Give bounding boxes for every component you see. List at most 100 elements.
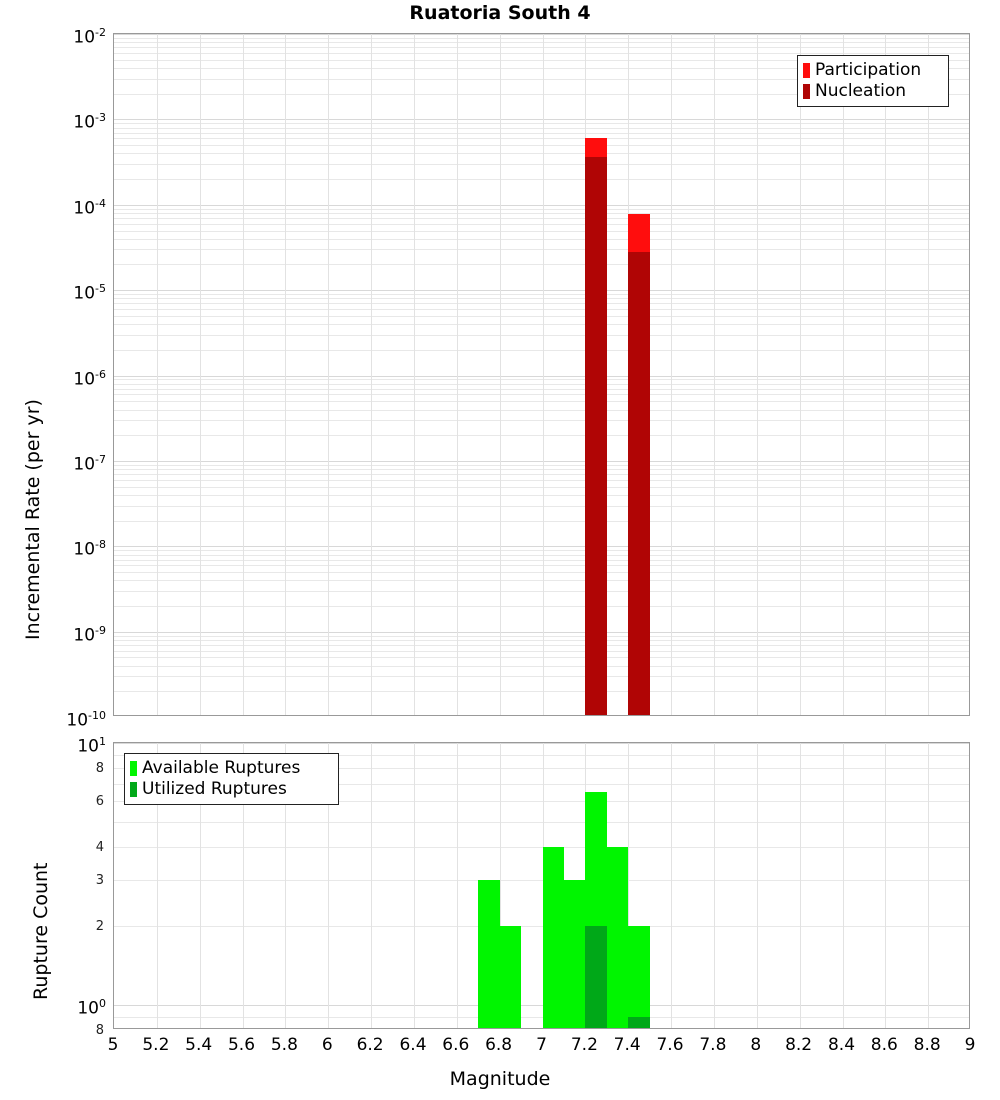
- gridline-horizontal: [114, 1004, 969, 1006]
- page-title: Ruatoria South 4: [409, 2, 591, 24]
- y-axis-tick-top-panel: 10-9: [73, 623, 106, 646]
- gridline-horizontal: [114, 631, 969, 633]
- gridline-horizontal: [114, 37, 969, 39]
- gridline-horizontal: [114, 1016, 969, 1018]
- gridline-horizontal: [114, 657, 969, 659]
- available-ruptures-bar: [563, 879, 586, 1028]
- gridline-horizontal: [114, 665, 969, 667]
- legend-label: Participation: [815, 60, 922, 80]
- gridline-horizontal: [114, 847, 969, 849]
- gridline-vertical: [285, 34, 287, 715]
- top-panel-y-axis-label: Incremental Rate (per yr): [22, 399, 44, 640]
- gridline-vertical: [285, 743, 287, 1028]
- x-axis-tick: 8.2: [785, 1035, 813, 1055]
- gridline-horizontal: [114, 132, 969, 134]
- gridline-horizontal: [114, 925, 969, 927]
- x-axis-tick: 7.6: [656, 1035, 684, 1055]
- gridline-horizontal: [114, 768, 969, 770]
- gridline-horizontal: [114, 486, 969, 488]
- x-axis-tick: 8.6: [870, 1035, 898, 1055]
- gridline-horizontal: [114, 179, 969, 180]
- gridline-vertical: [713, 34, 715, 715]
- gridline-horizontal: [114, 303, 969, 305]
- x-axis-tick: 9: [964, 1035, 976, 1055]
- gridline-vertical: [799, 34, 801, 715]
- gridline-horizontal: [114, 879, 969, 881]
- gridline-vertical: [628, 743, 630, 1028]
- nucleation-bar: [628, 251, 650, 715]
- x-axis-tick: 7.4: [613, 1035, 641, 1055]
- gridline-vertical: [371, 743, 373, 1028]
- y-axis-tick-top-panel: 10-8: [73, 538, 106, 560]
- y-axis-tick-minor-bottom-panel: 8: [95, 761, 104, 777]
- gridline-vertical: [885, 743, 887, 1028]
- gridline-horizontal: [114, 349, 969, 351]
- gridline-horizontal: [114, 460, 969, 462]
- y-axis-tick-top-panel: 10-5: [73, 282, 106, 304]
- gridline-vertical: [242, 743, 244, 1028]
- gridline-horizontal: [114, 550, 969, 552]
- top-legend-item: Nucleation: [803, 81, 942, 102]
- gridline-horizontal: [114, 821, 969, 823]
- gridline-horizontal: [114, 138, 969, 140]
- gridline-horizontal: [114, 565, 969, 567]
- gridline-horizontal: [114, 388, 969, 390]
- x-axis-tick: 7.8: [699, 1035, 727, 1055]
- x-axis-tick: 8.8: [913, 1035, 941, 1055]
- gridline-horizontal: [114, 379, 969, 381]
- gridline-horizontal: [114, 580, 969, 582]
- y-axis-tick-top-panel: 10-6: [73, 367, 106, 390]
- top-panel-legend: Participation Nucleation: [797, 55, 949, 107]
- y-axis-tick-bottom-panel: 100: [77, 996, 106, 1019]
- gridline-vertical: [928, 34, 930, 715]
- legend-label: Nucleation: [815, 81, 907, 101]
- gridline-horizontal: [114, 783, 969, 785]
- gridline-horizontal: [114, 309, 969, 311]
- legend-label: Utilized Ruptures: [142, 779, 287, 799]
- x-axis-tick: 5: [107, 1035, 119, 1055]
- gridline-horizontal: [114, 238, 969, 240]
- gridline-vertical: [842, 743, 844, 1028]
- y-axis-tick-minor-bottom-panel: 8: [95, 1023, 104, 1038]
- gridline-horizontal: [114, 78, 969, 80]
- x-axis-tick: 7: [536, 1035, 547, 1055]
- gridline-horizontal: [114, 479, 969, 481]
- gridline-vertical: [199, 743, 201, 1028]
- gridline-vertical: [414, 34, 415, 715]
- gridline-horizontal: [114, 153, 969, 155]
- gridline-vertical: [756, 34, 758, 715]
- gridline-vertical: [242, 34, 244, 715]
- y-axis-tick-bottom-panel: 101: [77, 735, 106, 757]
- gridline-vertical: [371, 34, 373, 715]
- gridline-vertical: [842, 34, 844, 715]
- gridline-horizontal: [114, 650, 969, 652]
- incremental-rate-plot: [113, 33, 970, 716]
- gridline-horizontal: [114, 401, 969, 403]
- gridline-horizontal: [114, 435, 969, 437]
- gridline-horizontal: [114, 469, 969, 471]
- gridline-horizontal: [114, 394, 969, 396]
- gridline-horizontal: [114, 123, 969, 125]
- available-ruptures-bar: [628, 925, 650, 1028]
- gridline-vertical: [499, 743, 501, 1028]
- gridline-horizontal: [114, 249, 969, 251]
- gridline-horizontal: [114, 264, 969, 266]
- gridline-horizontal: [114, 801, 969, 802]
- gridline-horizontal: [114, 676, 969, 678]
- gridline-horizontal: [114, 420, 969, 422]
- gridline-vertical: [456, 743, 458, 1028]
- available-ruptures-bar: [542, 847, 564, 1028]
- y-axis-tick-minor-bottom-panel: 6: [95, 794, 104, 809]
- gridline-horizontal: [114, 230, 969, 232]
- available-ruptures-bar: [606, 847, 629, 1028]
- y-axis-tick-minor-bottom-panel: 4: [95, 840, 104, 856]
- gridline-horizontal: [114, 375, 969, 377]
- gridline-vertical: [885, 34, 887, 715]
- gridline-horizontal: [114, 52, 969, 54]
- gridline-horizontal: [114, 218, 969, 219]
- gridline-vertical: [713, 743, 715, 1028]
- x-axis-tick: 6.6: [442, 1035, 470, 1055]
- gridline-horizontal: [114, 93, 969, 95]
- x-axis-tick: 6.8: [485, 1035, 513, 1055]
- gridline-horizontal: [114, 315, 969, 317]
